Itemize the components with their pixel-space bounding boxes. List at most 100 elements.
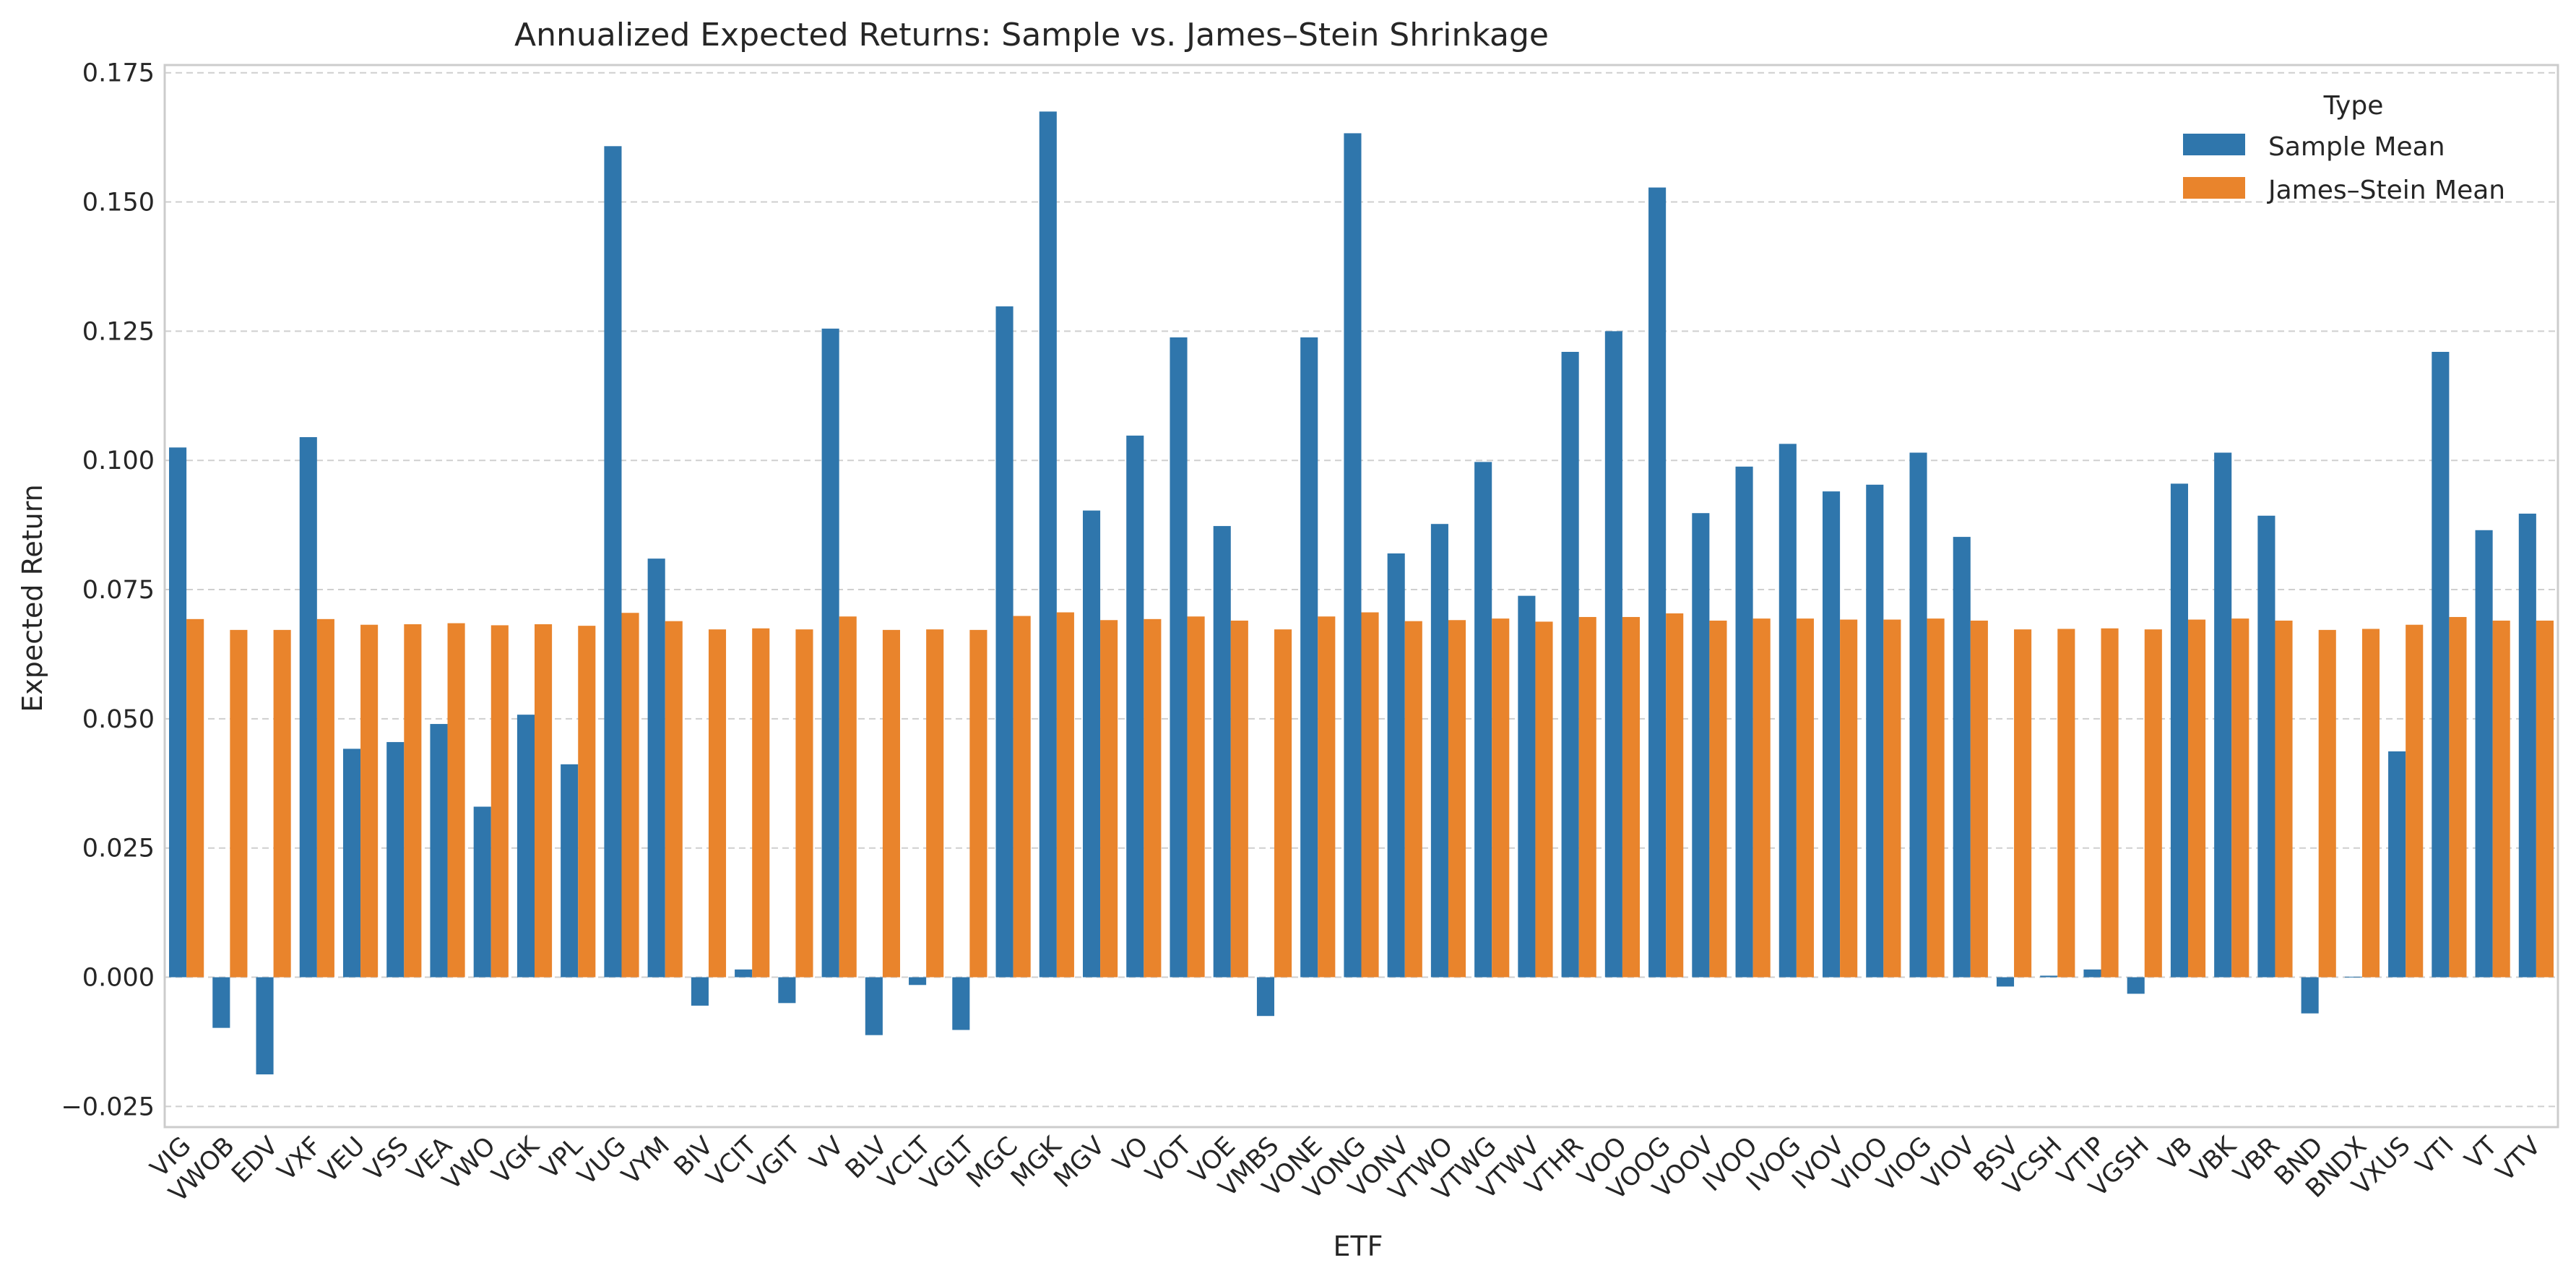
bar-sample-mean-bndx bbox=[2344, 976, 2362, 978]
y-tick-label: 0.025 bbox=[82, 834, 155, 863]
bar-james-stein-mean-blv bbox=[882, 629, 900, 978]
bar-sample-mean-vym bbox=[647, 558, 665, 978]
bar-james-stein-mean-vonv bbox=[1404, 621, 1422, 978]
bar-sample-mean-vgsh bbox=[2127, 977, 2145, 994]
bar-sample-mean-vwo bbox=[473, 806, 491, 978]
legend-label-sample-mean: Sample Mean bbox=[2268, 132, 2445, 162]
bar-james-stein-mean-veu bbox=[360, 624, 379, 978]
y-axis-label: Expected Return bbox=[17, 484, 48, 712]
bar-sample-mean-vthr bbox=[1561, 352, 1579, 978]
bar-sample-mean-mgv bbox=[1082, 510, 1101, 978]
bar-james-stein-mean-vig bbox=[186, 618, 204, 978]
bar-sample-mean-vmbs bbox=[1256, 977, 1275, 1017]
bar-james-stein-mean-vcit bbox=[752, 628, 770, 978]
bar-james-stein-mean-vym bbox=[665, 621, 683, 978]
bar-sample-mean-ivov bbox=[1823, 491, 1841, 978]
x-tick-label-edv: EDV bbox=[226, 1131, 284, 1189]
bar-james-stein-mean-vglt bbox=[969, 629, 987, 978]
y-tick-label: −0.025 bbox=[61, 1092, 155, 1121]
bar-sample-mean-mgk bbox=[1039, 111, 1057, 978]
bar-sample-mean-ivog bbox=[1778, 444, 1797, 978]
bar-sample-mean-vbk bbox=[2214, 452, 2232, 978]
y-tick-label: 0.075 bbox=[82, 576, 155, 605]
x-tick-label-vbk: VBK bbox=[2185, 1131, 2242, 1188]
bar-sample-mean-bnd bbox=[2301, 977, 2319, 1014]
y-tick-label: 0.150 bbox=[82, 189, 155, 217]
bar-james-stein-mean-ivov bbox=[1840, 619, 1858, 978]
bar-sample-mean-vot bbox=[1170, 337, 1188, 978]
legend-title: Type bbox=[2323, 91, 2384, 121]
bar-james-stein-mean-vtv bbox=[2536, 620, 2554, 978]
y-tick-label: 0.175 bbox=[82, 59, 155, 88]
bar-james-stein-mean-vtip bbox=[2101, 628, 2119, 978]
bar-james-stein-mean-vioo bbox=[1883, 619, 1901, 978]
bar-james-stein-mean-vxus bbox=[2406, 624, 2424, 978]
bar-james-stein-mean-vmbs bbox=[1274, 629, 1292, 978]
y-tick-label: 0.000 bbox=[82, 964, 155, 993]
bar-sample-mean-vioo bbox=[1866, 484, 1884, 978]
bar-james-stein-mean-viov bbox=[1970, 620, 1988, 978]
bar-sample-mean-vong bbox=[1344, 133, 1362, 978]
x-tick-label-vxf: VXF bbox=[272, 1131, 327, 1186]
y-axis-ticks: −0.025 0.000 0.025 0.050 0.075 0.100 0.125 0.15… bbox=[61, 59, 155, 1122]
legend: Type Sample Mean James–Stein Mean bbox=[2183, 91, 2505, 205]
bar-sample-mean-vv bbox=[821, 328, 839, 978]
bar-sample-mean-vea bbox=[430, 724, 448, 978]
x-tick-label-veu: VEU bbox=[314, 1131, 371, 1189]
bar-james-stein-mean-vwo bbox=[490, 625, 509, 978]
x-tick-label-vbr: VBR bbox=[2228, 1131, 2285, 1189]
x-tick-label-vot: VOT bbox=[1141, 1131, 1198, 1189]
bar-sample-mean-vcit bbox=[735, 969, 753, 978]
bar-james-stein-mean-vb bbox=[2187, 619, 2206, 978]
bar-james-stein-mean-vtwo bbox=[1448, 620, 1466, 978]
bar-sample-mean-vone bbox=[1300, 337, 1318, 978]
bars bbox=[169, 111, 2554, 1075]
bar-sample-mean-edv bbox=[256, 977, 274, 1075]
bar-james-stein-mean-voe bbox=[1230, 620, 1248, 978]
bar-james-stein-mean-viog bbox=[1927, 618, 1945, 978]
bar-james-stein-mean-vt bbox=[2492, 620, 2510, 978]
bar-james-stein-mean-biv bbox=[708, 629, 727, 978]
bar-james-stein-mean-bsv bbox=[2014, 629, 2032, 978]
bar-sample-mean-vclt bbox=[909, 977, 927, 985]
x-tick-label-vss: VSS bbox=[359, 1131, 415, 1187]
bar-james-stein-mean-vgk bbox=[535, 624, 553, 978]
bar-james-stein-mean-voo bbox=[1622, 616, 1641, 978]
bar-sample-mean-vtwv bbox=[1518, 595, 1536, 978]
bar-sample-mean-vss bbox=[386, 742, 405, 978]
bar-sample-mean-vbr bbox=[2257, 515, 2275, 978]
bar-james-stein-mean-vgit bbox=[795, 629, 813, 978]
bar-james-stein-mean-bnd bbox=[2318, 629, 2336, 978]
bar-sample-mean-vtv bbox=[2518, 513, 2536, 978]
bar-sample-mean-vb bbox=[2170, 483, 2188, 978]
bar-sample-mean-vwob bbox=[212, 977, 230, 1028]
bar-sample-mean-viog bbox=[1909, 452, 1927, 978]
bar-sample-mean-veu bbox=[342, 749, 361, 978]
x-tick-label-vgit: VGIT bbox=[743, 1131, 806, 1194]
bar-james-stein-mean-vcsh bbox=[2057, 629, 2075, 978]
x-axis-label: ETF bbox=[1333, 1230, 1383, 1262]
bar-james-stein-mean-vthr bbox=[1578, 616, 1596, 978]
bar-sample-mean-voo bbox=[1604, 331, 1622, 978]
bar-sample-mean-vtip bbox=[2083, 969, 2101, 978]
bar-james-stein-mean-vot bbox=[1187, 616, 1205, 978]
bar-james-stein-mean-vv bbox=[839, 616, 857, 978]
bar-james-stein-mean-vone bbox=[1318, 616, 1336, 978]
bar-james-stein-mean-vtwv bbox=[1535, 621, 1553, 978]
bar-james-stein-mean-voog bbox=[1666, 613, 1684, 978]
bar-james-stein-mean-vbr bbox=[2275, 620, 2293, 978]
x-tick-label-vym: VYM bbox=[616, 1131, 675, 1191]
legend-swatch-sample-mean bbox=[2183, 134, 2245, 155]
bar-sample-mean-blv bbox=[865, 977, 883, 1035]
bar-james-stein-mean-ivog bbox=[1796, 618, 1814, 978]
x-axis-ticks: VIGVWOBEDVVXFVEUVSSVEAVWOVGKVPLVUGVYMBIV… bbox=[145, 1131, 2546, 1208]
bar-sample-mean-vcsh bbox=[2040, 975, 2058, 978]
bar-sample-mean-biv bbox=[691, 977, 709, 1006]
bar-sample-mean-mgc bbox=[995, 306, 1013, 978]
bar-james-stein-mean-vgsh bbox=[2144, 629, 2162, 978]
x-tick-label-vti: VTI bbox=[2411, 1131, 2460, 1181]
y-tick-label: 0.125 bbox=[82, 317, 155, 346]
bar-sample-mean-vig bbox=[169, 447, 187, 978]
bar-sample-mean-vgk bbox=[517, 715, 535, 978]
